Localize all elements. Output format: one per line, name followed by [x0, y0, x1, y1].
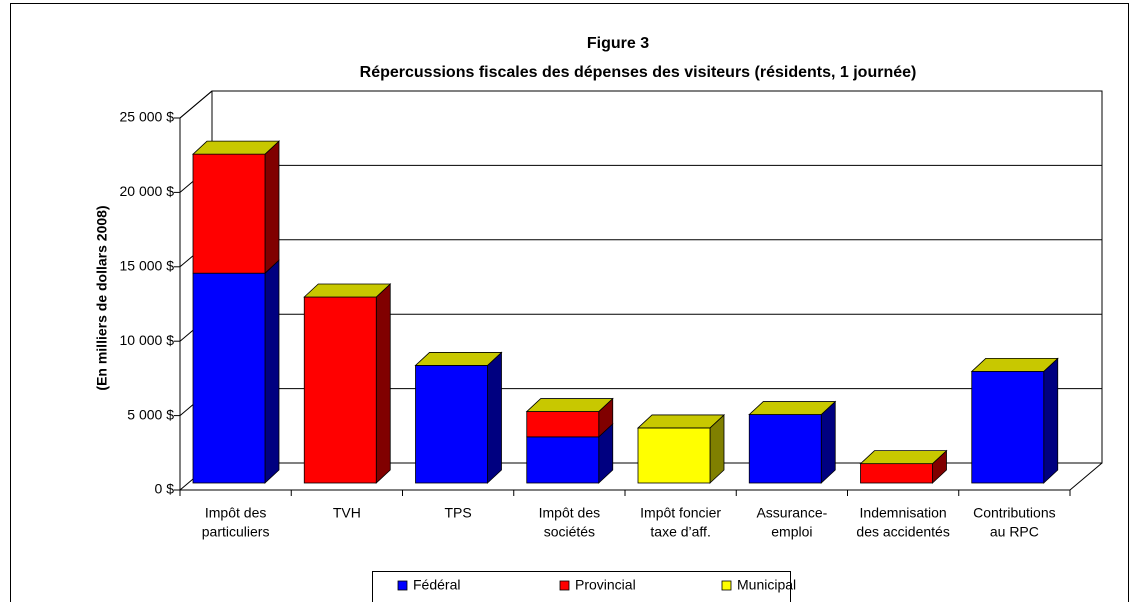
x-tick-label: emploi	[771, 524, 812, 540]
x-tick-label: TPS	[445, 505, 472, 521]
chart-title: Figure 3	[587, 35, 649, 52]
bar	[192, 153, 266, 274]
x-tick-label: TVH	[333, 505, 361, 521]
bar-side	[820, 400, 836, 484]
x-tick-label: Impôt foncier	[640, 505, 721, 521]
bar-top	[191, 140, 281, 155]
legend-swatch	[397, 580, 408, 591]
bar	[860, 463, 933, 484]
y-tick-label: 0 $	[155, 481, 175, 497]
bar-side	[487, 351, 502, 484]
legend-label: Provincial	[575, 577, 636, 593]
bar-top	[636, 414, 726, 429]
x-tick-label: sociétés	[544, 524, 595, 540]
y-axis-label: (En milliers de dollars 2008)	[94, 205, 110, 390]
y-tick-label: 10 000 $	[120, 332, 175, 348]
x-tick-label: taxe d’aff.	[650, 524, 710, 540]
floor-edge	[1069, 462, 1103, 491]
bar	[415, 365, 488, 484]
bar	[303, 296, 377, 484]
bar-top	[303, 283, 392, 298]
legend-swatch	[559, 580, 570, 591]
bar	[637, 427, 711, 484]
bar-side	[264, 259, 280, 484]
bar	[526, 411, 600, 438]
bar	[192, 272, 266, 484]
chart-subtitle: Répercussions fiscales des dépenses des …	[360, 64, 917, 81]
bar-side	[375, 283, 391, 484]
y-tick-label: 20 000 $	[120, 183, 175, 199]
x-tick-label: Indemnisation	[860, 505, 947, 521]
y-tick-label: 15 000 $	[120, 258, 175, 274]
bar	[971, 370, 1045, 484]
bar-top	[414, 352, 503, 366]
y-tick-label: 5 000 $	[127, 406, 174, 422]
legend-label: Fédéral	[413, 577, 460, 593]
y-tick-label: 25 000 $	[120, 109, 175, 125]
bar-top	[748, 401, 837, 415]
bar-top	[859, 450, 948, 465]
bar	[748, 414, 822, 484]
bar-side	[1043, 357, 1059, 484]
bar-top	[525, 398, 614, 412]
legend-box	[372, 571, 791, 602]
x-tick-label: particuliers	[202, 524, 270, 540]
bar	[526, 436, 600, 484]
bar-side	[264, 140, 280, 275]
legend-swatch	[721, 580, 732, 591]
x-tick-label: Impôt des	[205, 505, 266, 521]
x-tick-label: Contributions	[973, 505, 1056, 521]
x-tick-label: au RPC	[990, 524, 1039, 540]
legend-label: Municipal	[737, 577, 796, 593]
x-tick-label: Impôt des	[539, 505, 600, 521]
grid-line	[179, 90, 1102, 119]
x-tick-label: des accidentés	[856, 524, 949, 540]
x-tick-label: Assurance-	[756, 505, 827, 521]
bar-top	[970, 357, 1059, 372]
